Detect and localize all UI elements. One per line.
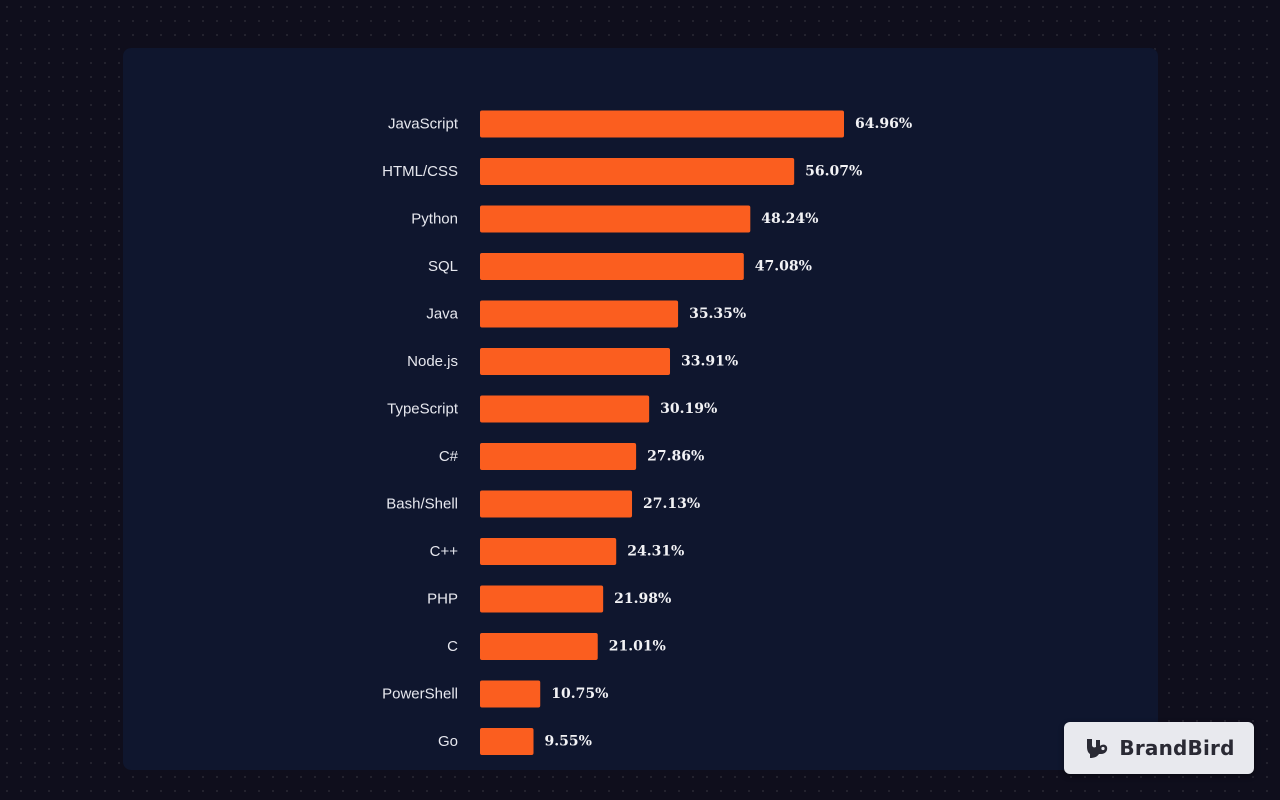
brand-name: BrandBird [1119, 736, 1235, 760]
value-label: 21.98% [614, 591, 671, 607]
category-label: C++ [430, 543, 459, 560]
value-label: 35.35% [689, 306, 746, 322]
bar [480, 300, 679, 328]
value-label: 27.86% [647, 449, 704, 465]
value-label: 56.07% [805, 164, 862, 180]
category-label: Python [411, 211, 458, 228]
bar [480, 158, 795, 185]
value-label: 30.19% [660, 401, 717, 417]
bar [480, 348, 671, 375]
category-label: C# [439, 448, 459, 465]
bar [480, 538, 617, 565]
bar-chart: JavaScript 64.96% HTML/CSS 56.07% Python 48.2… [382, 110, 912, 755]
value-label: 24.31% [627, 544, 684, 560]
brand-badge[interactable]: BrandBird [1064, 722, 1254, 774]
value-label: 47.08% [755, 259, 812, 275]
bar [480, 490, 633, 518]
category-label: Java [426, 306, 458, 323]
value-label: 64.96% [855, 116, 912, 132]
category-label: SQL [428, 258, 458, 275]
bar [480, 205, 751, 233]
category-label: Bash/Shell [386, 496, 458, 513]
bar [480, 443, 637, 470]
category-label: C [447, 638, 458, 655]
bar [480, 253, 744, 280]
value-label: 9.55% [545, 734, 592, 750]
bar [480, 680, 541, 708]
category-label: JavaScript [388, 116, 459, 133]
chart-panel: JavaScript 64.96% HTML/CSS 56.07% Python 48.2… [123, 48, 1158, 770]
category-label: TypeScript [387, 401, 459, 418]
value-label: 21.01% [609, 639, 666, 655]
value-label: 10.75% [551, 686, 608, 702]
value-label: 27.13% [643, 496, 700, 512]
bar [480, 395, 650, 423]
category-label: Node.js [407, 353, 458, 370]
category-label: Go [438, 733, 458, 750]
brandbird-logo-icon [1087, 739, 1108, 758]
category-label: PHP [427, 591, 458, 608]
value-label: 33.91% [681, 354, 738, 370]
category-label: HTML/CSS [382, 163, 458, 180]
bar [480, 585, 604, 613]
category-label: PowerShell [382, 686, 458, 703]
bar [480, 110, 844, 138]
bar [480, 728, 534, 755]
value-label: 48.24% [761, 211, 818, 227]
bar [480, 633, 598, 660]
